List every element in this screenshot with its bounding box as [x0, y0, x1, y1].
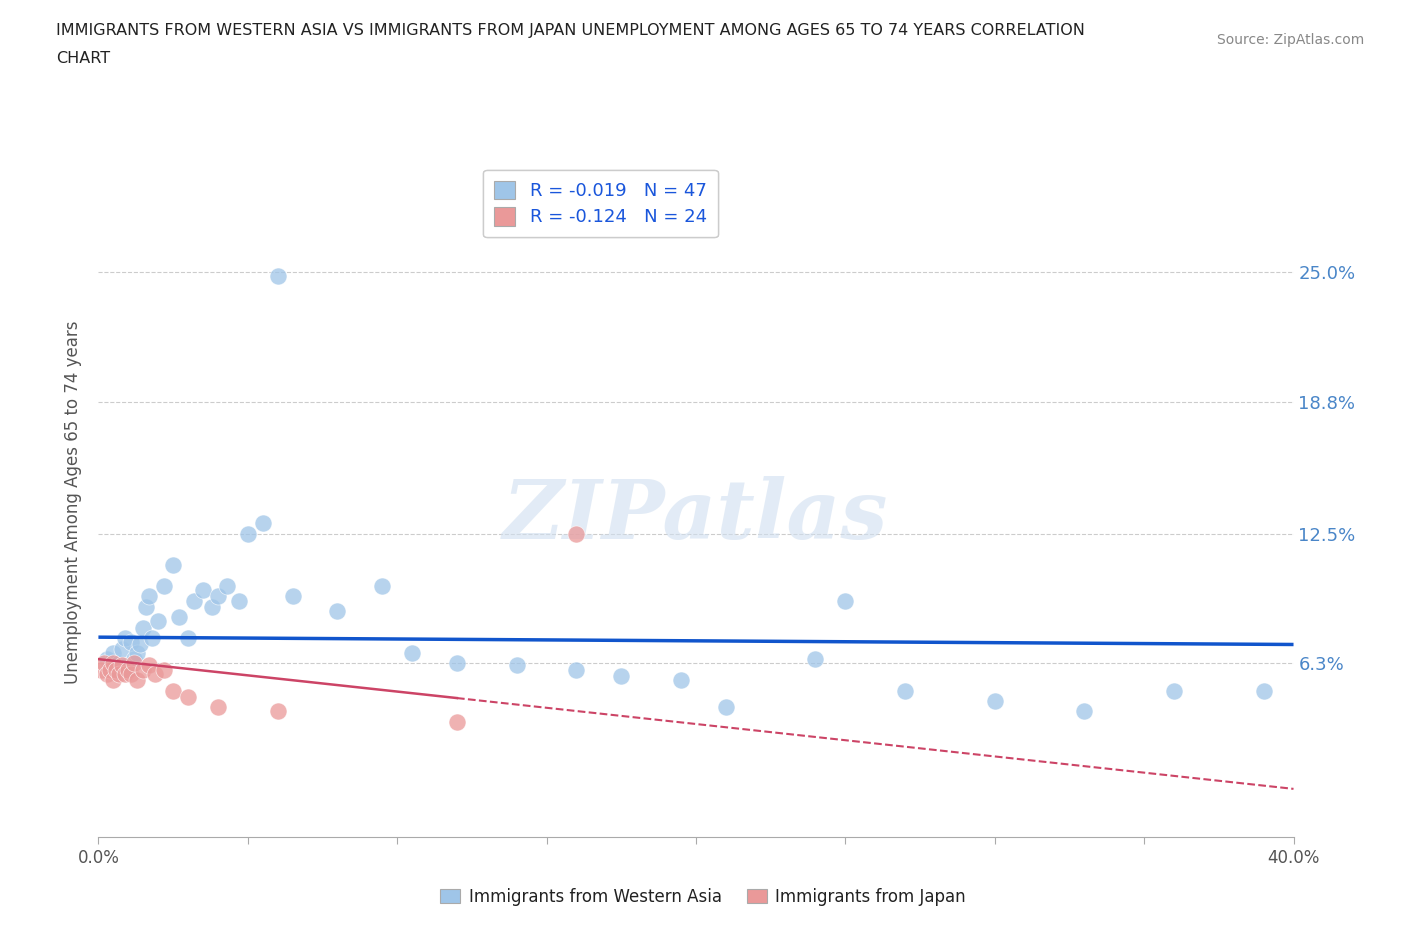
Point [108, 667, 131, 682]
Point [834, 593, 856, 608]
Point [138, 589, 160, 604]
Point [117, 662, 139, 677]
Y-axis label: Unemployment Among Ages 65 to 74 years: Unemployment Among Ages 65 to 74 years [65, 321, 83, 684]
Point [281, 589, 304, 604]
Point [207, 589, 229, 604]
Text: ZIPatlas: ZIPatlas [503, 475, 889, 555]
Point [167, 610, 190, 625]
Point [267, 269, 290, 284]
Point [132, 662, 155, 677]
Point [127, 672, 149, 687]
Text: IMMIGRANTS FROM WESTERN ASIA VS IMMIGRANTS FROM JAPAN UNEMPLOYMENT AMONG AGES 65: IMMIGRANTS FROM WESTERN ASIA VS IMMIGRAN… [56, 23, 1085, 38]
Point [446, 656, 468, 671]
Point [1163, 684, 1185, 698]
Point [105, 662, 128, 677]
Point [371, 578, 394, 593]
Point [120, 667, 142, 682]
Point [127, 645, 149, 660]
Point [114, 667, 136, 682]
Point [138, 658, 160, 673]
Point [114, 631, 136, 645]
Point [103, 645, 125, 660]
Point [252, 516, 274, 531]
Point [103, 656, 125, 671]
Point [141, 631, 163, 645]
Legend: R = -0.019   N = 47, R = -0.124   N = 24: R = -0.019 N = 47, R = -0.124 N = 24 [482, 170, 718, 237]
Text: CHART: CHART [56, 51, 110, 66]
Point [124, 656, 146, 671]
Point [100, 658, 122, 673]
Point [506, 658, 529, 673]
Point [103, 672, 125, 687]
Point [93, 656, 115, 671]
Point [804, 652, 827, 667]
Point [117, 662, 139, 677]
Point [236, 526, 259, 541]
Point [267, 704, 290, 719]
Point [100, 662, 122, 677]
Point [148, 614, 170, 629]
Point [90, 662, 112, 677]
Point [565, 662, 588, 677]
Point [132, 620, 155, 635]
Legend: Immigrants from Western Asia, Immigrants from Japan: Immigrants from Western Asia, Immigrants… [433, 881, 973, 912]
Point [111, 658, 134, 673]
Point [129, 637, 152, 652]
Point [177, 689, 200, 704]
Point [894, 684, 917, 698]
Point [177, 631, 200, 645]
Point [153, 662, 176, 677]
Text: Source: ZipAtlas.com: Source: ZipAtlas.com [1216, 33, 1364, 46]
Point [153, 578, 176, 593]
Point [124, 652, 146, 667]
Point [215, 578, 238, 593]
Point [1073, 704, 1095, 719]
Point [135, 600, 157, 615]
Point [446, 714, 468, 729]
Point [162, 684, 184, 698]
Point [228, 593, 250, 608]
Point [714, 700, 737, 715]
Point [120, 635, 142, 650]
Point [105, 662, 128, 677]
Point [326, 604, 349, 618]
Point [207, 700, 229, 715]
Point [183, 593, 205, 608]
Point [565, 526, 588, 541]
Point [162, 558, 184, 573]
Point [610, 669, 633, 684]
Point [96, 667, 118, 682]
Point [1253, 684, 1275, 698]
Point [96, 652, 118, 667]
Point [111, 642, 134, 657]
Point [984, 694, 1007, 709]
Point [143, 667, 166, 682]
Point [669, 672, 692, 687]
Point [401, 645, 423, 660]
Point [108, 656, 131, 671]
Point [191, 582, 214, 598]
Point [201, 600, 224, 615]
